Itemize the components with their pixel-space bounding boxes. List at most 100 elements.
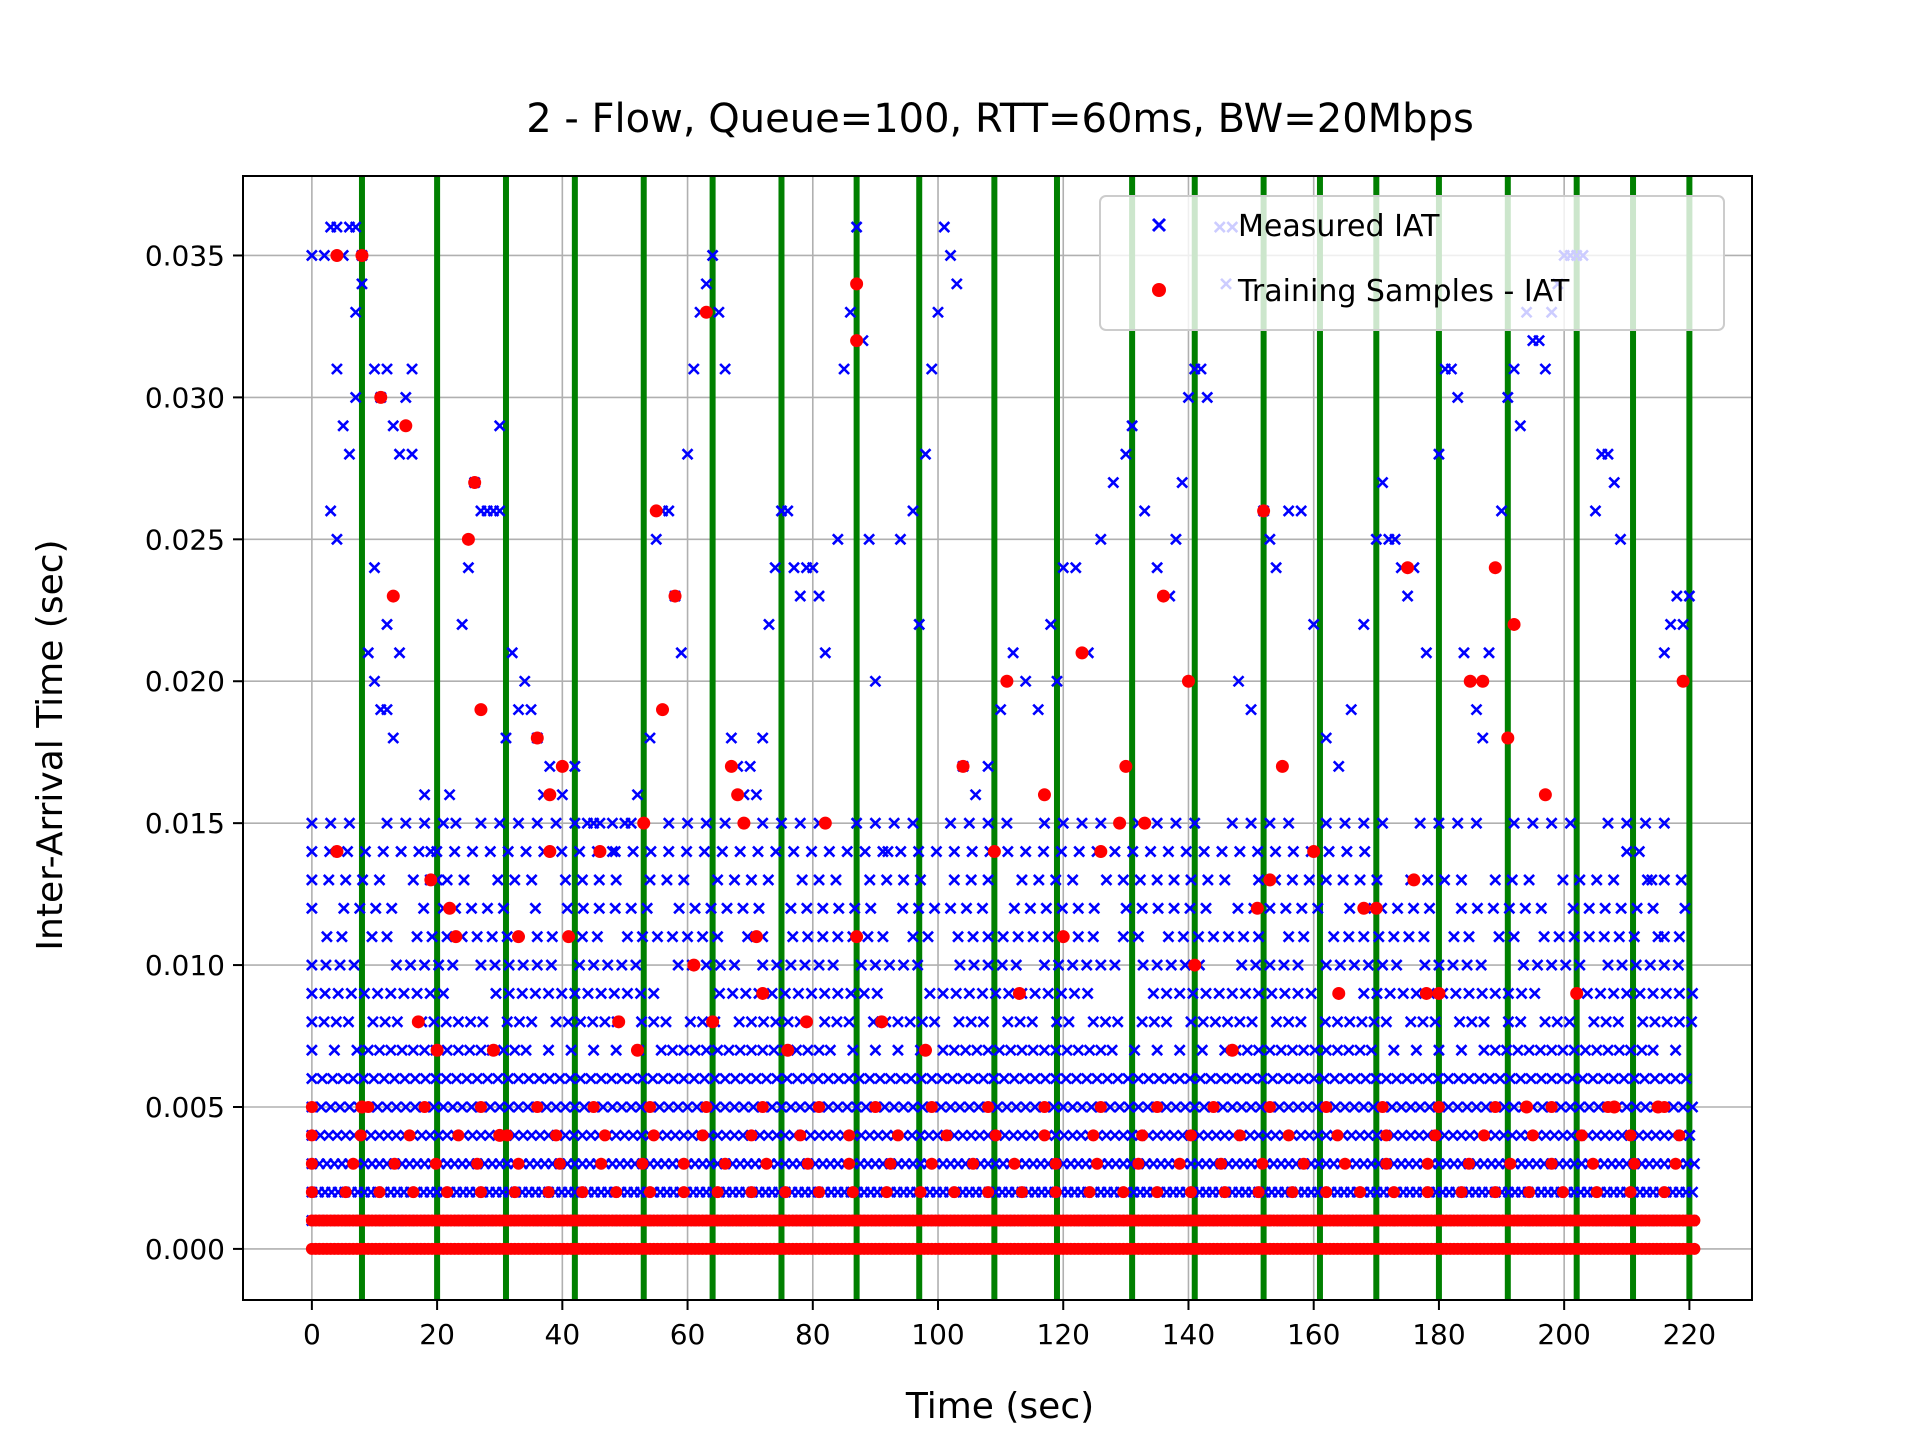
training-sample-point — [374, 390, 388, 404]
training-sample-point — [354, 1129, 367, 1142]
training-sample-point — [587, 1100, 600, 1113]
measured-iat-point — [357, 1072, 370, 1085]
measured-iat-point — [456, 618, 469, 631]
measured-iat-point — [1279, 902, 1292, 915]
measured-iat-point — [689, 1044, 701, 1057]
measured-iat-point — [1099, 1015, 1112, 1028]
measured-iat-point — [1270, 561, 1283, 574]
measured-iat-point — [390, 959, 403, 971]
measured-iat-point — [863, 873, 876, 886]
training-sample-point — [1570, 986, 1584, 1000]
measured-iat-point — [996, 959, 1009, 971]
training-sample-point — [1476, 674, 1490, 688]
measured-iat-point — [788, 561, 800, 574]
measured-iat-point — [305, 1072, 318, 1085]
measured-iat-point — [1282, 817, 1295, 830]
measured-iat-point — [641, 902, 654, 915]
measured-iat-point — [1433, 1044, 1445, 1057]
training-sample-point — [1545, 1100, 1558, 1113]
measured-iat-point — [320, 930, 333, 943]
measured-iat-point — [358, 987, 371, 1000]
measured-iat-point — [1442, 1101, 1455, 1113]
measured-iat-point — [1173, 987, 1186, 1000]
measured-iat-point — [1387, 1044, 1400, 1057]
measured-iat-point — [1645, 873, 1658, 886]
measured-iat-point — [1600, 1015, 1613, 1028]
measured-iat-point — [1002, 987, 1015, 1000]
measured-iat-point — [1094, 533, 1107, 546]
training-sample-point — [1331, 1129, 1344, 1142]
measured-iat-point — [440, 1015, 453, 1028]
measured-iat-point — [1342, 930, 1355, 943]
training-sample-point — [1286, 1186, 1299, 1199]
y-tick-label: 0.005 — [145, 1091, 225, 1124]
measured-iat-point — [362, 1044, 375, 1057]
measured-iat-point — [1137, 959, 1149, 971]
x-axis-ticks: 0 20 40 60 80 100 120 140 160 180 200 220 — [303, 1300, 1716, 1351]
measured-iat-point — [1613, 1044, 1626, 1057]
measured-iat-point — [766, 1101, 779, 1113]
measured-iat-point — [1308, 1072, 1320, 1085]
measured-iat-point — [1673, 1015, 1686, 1028]
measured-iat-point — [700, 1044, 713, 1057]
measured-iat-point — [513, 1015, 526, 1028]
measured-iat-point — [1598, 930, 1611, 943]
measured-iat-point — [1323, 845, 1335, 858]
measured-iat-point — [440, 1072, 453, 1085]
measured-iat-point — [367, 1072, 380, 1085]
measured-iat-point — [1087, 930, 1100, 943]
measured-iat-point — [897, 873, 910, 886]
training-sample-point — [1669, 1157, 1682, 1170]
measured-iat-point — [1630, 1101, 1643, 1113]
measured-iat-point — [1362, 959, 1375, 971]
measured-iat-point — [1506, 873, 1519, 886]
measured-iat-point — [586, 1015, 599, 1028]
measured-iat-point — [1192, 930, 1205, 943]
training-sample-point — [576, 1186, 589, 1199]
measured-iat-point — [1453, 1015, 1466, 1028]
measured-iat-point — [328, 1044, 341, 1057]
y-axis-label: Inter-Arrival Time (sec) — [30, 539, 71, 950]
measured-iat-point — [1012, 930, 1025, 943]
training-sample-point — [1628, 1157, 1641, 1170]
measured-iat-point — [1000, 817, 1013, 830]
measured-iat-point — [568, 817, 581, 830]
training-sample-point — [550, 1129, 563, 1142]
measured-iat-point — [348, 959, 361, 971]
measured-iat-point — [517, 959, 530, 971]
measured-iat-point — [813, 873, 825, 886]
measured-iat-point — [529, 987, 542, 1000]
measured-iat-point — [396, 1044, 408, 1057]
measured-iat-point — [1455, 902, 1468, 915]
measured-iat-point — [353, 902, 366, 915]
measured-iat-point — [662, 817, 675, 830]
measured-iat-point — [540, 1101, 553, 1113]
measured-iat-point — [1117, 930, 1130, 943]
measured-iat-point — [1226, 817, 1239, 830]
measured-iat-point — [784, 902, 797, 915]
measured-iat-point — [784, 1101, 797, 1113]
measured-iat-point — [1649, 1015, 1661, 1028]
measured-iat-point — [1066, 1101, 1079, 1113]
measured-iat-point — [823, 845, 836, 858]
measured-iat-point — [371, 1101, 384, 1113]
measured-iat-point — [1533, 334, 1546, 347]
measured-iat-point — [1180, 845, 1193, 858]
training-sample-point — [843, 1157, 856, 1170]
measured-iat-point — [441, 1044, 454, 1057]
training-sample-point — [891, 1129, 904, 1142]
measured-iat-point — [1675, 873, 1688, 886]
training-sample-point — [1083, 1186, 1096, 1199]
training-sample-point — [543, 845, 557, 859]
training-sample-point — [543, 788, 557, 802]
measured-iat-point — [843, 1072, 856, 1085]
measured-iat-point — [805, 845, 818, 858]
measured-iat-point — [666, 930, 679, 943]
y-axis-ticks: 0.000 0.005 0.010 0.015 0.020 0.025 0.030 0.035 — [145, 239, 243, 1266]
measured-iat-point — [520, 845, 532, 858]
training-sample-point — [656, 703, 670, 717]
measured-iat-point — [411, 987, 423, 1000]
measured-iat-point — [1568, 1044, 1581, 1057]
measured-iat-point — [775, 1101, 788, 1113]
measured-iat-point — [1683, 590, 1696, 603]
